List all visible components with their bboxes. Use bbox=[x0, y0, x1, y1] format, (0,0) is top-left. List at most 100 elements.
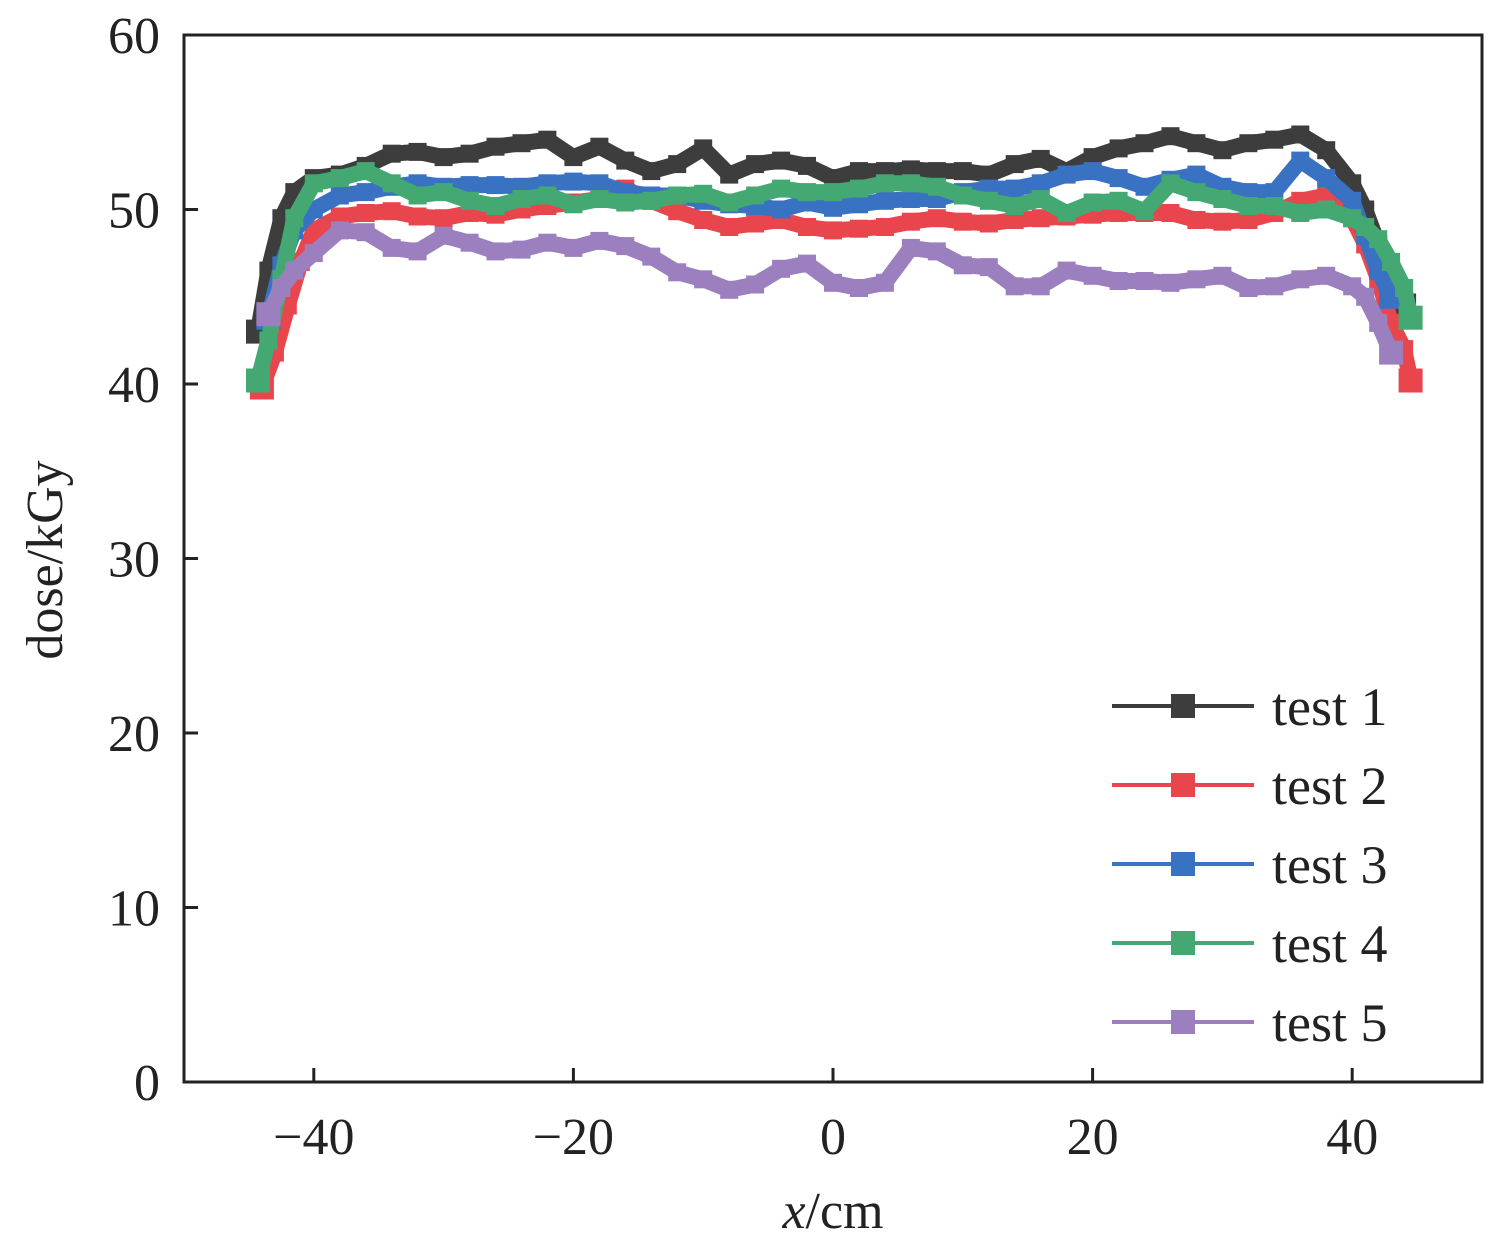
data-point bbox=[382, 238, 401, 257]
data-point bbox=[798, 156, 816, 175]
data-point bbox=[1265, 130, 1284, 149]
data-point bbox=[512, 240, 531, 259]
data-point bbox=[1161, 273, 1180, 292]
data-point bbox=[901, 238, 920, 257]
data-point bbox=[694, 184, 713, 203]
data-point bbox=[538, 233, 557, 252]
data-point bbox=[304, 174, 323, 193]
data-point bbox=[1109, 169, 1128, 188]
data-point bbox=[1005, 211, 1024, 229]
data-point bbox=[1187, 211, 1206, 229]
data-point bbox=[272, 279, 291, 297]
data-point bbox=[1239, 134, 1258, 153]
data-point bbox=[772, 151, 791, 170]
data-point bbox=[616, 151, 635, 170]
data-point bbox=[1057, 261, 1076, 280]
y-axis-title: dose/kGy bbox=[17, 460, 74, 659]
data-point bbox=[512, 134, 531, 153]
data-point bbox=[875, 218, 894, 236]
y-tick-label: 40 bbox=[108, 357, 160, 414]
y-tick-label: 20 bbox=[108, 706, 160, 763]
data-point bbox=[1031, 277, 1050, 296]
data-point bbox=[1135, 177, 1154, 196]
x-axis: −40 −20 0 20 40 bbox=[273, 1068, 1378, 1166]
data-point bbox=[330, 207, 349, 226]
data-point bbox=[668, 263, 687, 282]
data-point bbox=[590, 174, 609, 193]
data-point bbox=[1135, 272, 1154, 290]
data-point bbox=[1317, 266, 1336, 285]
data-point bbox=[746, 155, 765, 174]
data-point bbox=[1239, 211, 1258, 229]
data-point bbox=[668, 155, 687, 174]
data-point bbox=[1317, 169, 1336, 188]
y-tick-label: 10 bbox=[108, 881, 160, 938]
data-point bbox=[1005, 277, 1024, 296]
data-point bbox=[1291, 125, 1310, 144]
data-point bbox=[256, 302, 281, 327]
data-point bbox=[953, 212, 972, 231]
data-point bbox=[1031, 190, 1050, 208]
data-point bbox=[1057, 165, 1076, 184]
legend-item: test 3 bbox=[1112, 835, 1388, 895]
x-tick-label: 40 bbox=[1326, 1109, 1378, 1166]
data-point bbox=[1187, 183, 1206, 202]
data-point bbox=[772, 179, 791, 198]
data-point bbox=[408, 186, 427, 205]
data-point bbox=[979, 165, 998, 184]
data-point bbox=[356, 162, 375, 181]
legend-label: test 3 bbox=[1272, 835, 1388, 895]
data-point bbox=[694, 211, 713, 229]
legend-item: test 4 bbox=[1112, 914, 1388, 974]
data-point bbox=[408, 207, 427, 226]
data-point bbox=[1265, 197, 1284, 215]
data-point bbox=[356, 223, 375, 242]
data-point bbox=[850, 179, 868, 198]
data-point bbox=[901, 174, 920, 193]
data-point bbox=[798, 254, 816, 273]
legend-item: test 1 bbox=[1112, 677, 1388, 737]
data-point bbox=[1213, 141, 1232, 160]
data-point bbox=[460, 233, 479, 252]
data-point bbox=[979, 258, 998, 277]
data-point bbox=[668, 186, 687, 205]
data-point bbox=[1005, 197, 1024, 215]
data-point bbox=[850, 219, 868, 238]
data-point bbox=[850, 162, 868, 181]
data-point bbox=[979, 191, 998, 210]
data-point bbox=[1031, 174, 1050, 193]
data-point bbox=[746, 214, 765, 233]
data-point bbox=[616, 193, 635, 212]
data-point bbox=[824, 221, 842, 240]
data-point bbox=[486, 137, 505, 156]
data-point bbox=[1109, 272, 1128, 290]
x-tick-label: −40 bbox=[273, 1109, 354, 1166]
data-point bbox=[1187, 134, 1206, 153]
data-point bbox=[460, 191, 479, 210]
data-point bbox=[590, 231, 609, 250]
data-point bbox=[668, 202, 687, 221]
data-point bbox=[285, 261, 304, 280]
x-tick-label: 0 bbox=[820, 1109, 846, 1166]
data-point bbox=[1369, 230, 1388, 249]
x-tick-label: −20 bbox=[533, 1109, 614, 1166]
data-point bbox=[953, 186, 972, 205]
data-point bbox=[246, 368, 270, 393]
data-point bbox=[694, 139, 713, 158]
legend-label: test 2 bbox=[1272, 756, 1388, 816]
data-point bbox=[642, 162, 661, 181]
data-point bbox=[720, 165, 739, 184]
data-point bbox=[1213, 212, 1232, 231]
data-point bbox=[538, 186, 557, 205]
data-point bbox=[1369, 313, 1388, 332]
data-point bbox=[486, 242, 505, 261]
data-point bbox=[798, 183, 816, 202]
data-point bbox=[434, 148, 453, 167]
data-point bbox=[564, 195, 583, 214]
data-point bbox=[1083, 193, 1102, 212]
data-point bbox=[564, 148, 583, 167]
data-point bbox=[875, 191, 894, 210]
data-point bbox=[927, 209, 946, 228]
data-point bbox=[694, 270, 713, 289]
data-point bbox=[1317, 200, 1336, 219]
